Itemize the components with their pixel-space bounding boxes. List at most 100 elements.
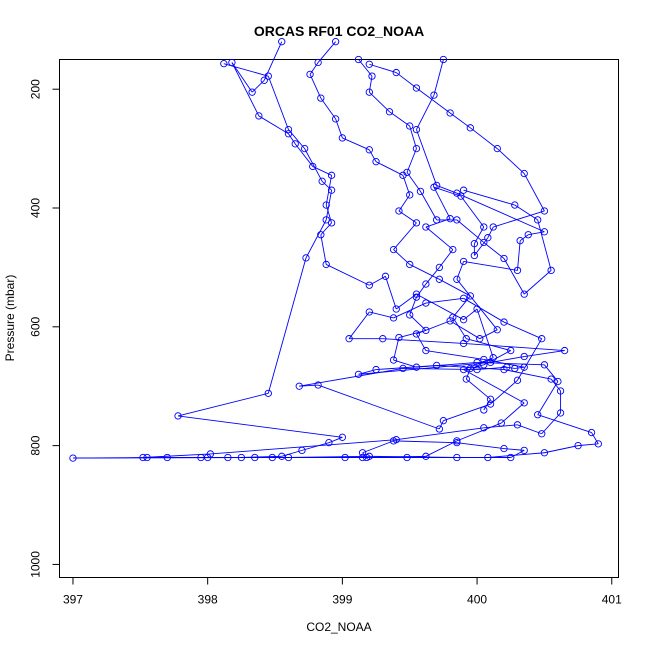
series-segment (466, 338, 511, 352)
data-point (540, 207, 549, 215)
series-segment (425, 226, 454, 250)
data-point (295, 382, 303, 390)
data-point (406, 260, 414, 269)
series-segment (541, 412, 561, 435)
series-segment (493, 210, 545, 228)
series-segment (514, 366, 525, 369)
data-point (143, 453, 151, 462)
data-point (403, 453, 411, 462)
data-point (507, 453, 515, 462)
data-point (248, 88, 256, 96)
series-segment (416, 129, 438, 186)
x-tick-label: 401 (602, 593, 622, 607)
data-point (540, 361, 549, 369)
data-point (422, 299, 430, 307)
series-segment (463, 357, 494, 371)
data-point (412, 125, 421, 134)
series-segment (483, 242, 505, 259)
series-segment (476, 308, 494, 358)
data-point (453, 216, 461, 224)
series-segment (420, 191, 438, 221)
series-segment (463, 308, 478, 321)
data-point (556, 387, 565, 395)
data-point (318, 177, 326, 185)
data-point (453, 275, 461, 283)
series-segment (416, 87, 451, 114)
data-point (412, 293, 421, 301)
series-segment (369, 311, 394, 319)
series-segment (320, 222, 332, 236)
data-point (406, 122, 414, 130)
data-point (524, 231, 532, 239)
data-point (484, 234, 492, 242)
series-segment (460, 195, 485, 228)
series-segment (328, 436, 343, 444)
series-segment (425, 350, 484, 360)
series-segment (267, 75, 289, 130)
data-point (470, 240, 479, 248)
data-point (322, 201, 330, 209)
series-segment (317, 41, 336, 63)
series-segment (321, 180, 332, 191)
data-point (430, 183, 438, 191)
series-segment (396, 427, 484, 441)
data-point (399, 364, 407, 373)
series-segment (210, 439, 397, 455)
series-segment (325, 175, 333, 206)
data-point (439, 55, 448, 64)
data-point (433, 216, 441, 224)
series-segment (406, 172, 421, 192)
data-point (317, 94, 325, 102)
series-segment (483, 350, 511, 366)
x-tick-label: 398 (198, 593, 218, 607)
data-point (534, 411, 542, 419)
data-point (435, 275, 444, 283)
data-point (327, 171, 336, 179)
data-point (358, 453, 367, 462)
series-segment (416, 362, 478, 368)
data-point (368, 72, 376, 80)
data-point (446, 215, 454, 223)
series-segment (506, 366, 515, 369)
series-segment (537, 381, 559, 415)
series-segment (368, 149, 377, 162)
series-segment (456, 442, 505, 450)
series-segment (309, 74, 322, 99)
data-point (560, 346, 569, 355)
x-tick-label: 397 (63, 593, 83, 607)
data-point (345, 335, 353, 343)
data-point (480, 406, 488, 414)
series-segment (496, 148, 525, 174)
data-point (322, 260, 330, 269)
data-point (554, 377, 562, 386)
data-point (69, 454, 77, 462)
data-point (484, 453, 492, 462)
data-point (430, 91, 438, 99)
series-segment (389, 111, 410, 127)
series-segment (463, 297, 505, 323)
data-point (513, 266, 522, 275)
series-segment (449, 112, 471, 129)
series-segment (465, 368, 471, 380)
series-segment (514, 204, 538, 221)
data-point (500, 318, 508, 326)
series-4 (354, 55, 555, 298)
data-point (365, 146, 373, 154)
series-segment (382, 338, 464, 344)
series-segment (510, 449, 525, 458)
data-point (255, 112, 263, 120)
series-segment (433, 187, 451, 219)
series-segment (463, 369, 525, 404)
chart-title: ORCAS RF01 CO2_NOAA (254, 23, 424, 39)
series-segment (362, 440, 394, 454)
data-point (302, 254, 310, 262)
series-segment (409, 264, 440, 280)
series-segment (395, 72, 417, 89)
data-point (365, 281, 373, 289)
series-segment (483, 399, 491, 411)
data-point (406, 191, 414, 199)
series-segment (425, 440, 458, 457)
series-segment (231, 62, 253, 93)
series-segment (537, 414, 592, 433)
data-point (520, 169, 528, 178)
